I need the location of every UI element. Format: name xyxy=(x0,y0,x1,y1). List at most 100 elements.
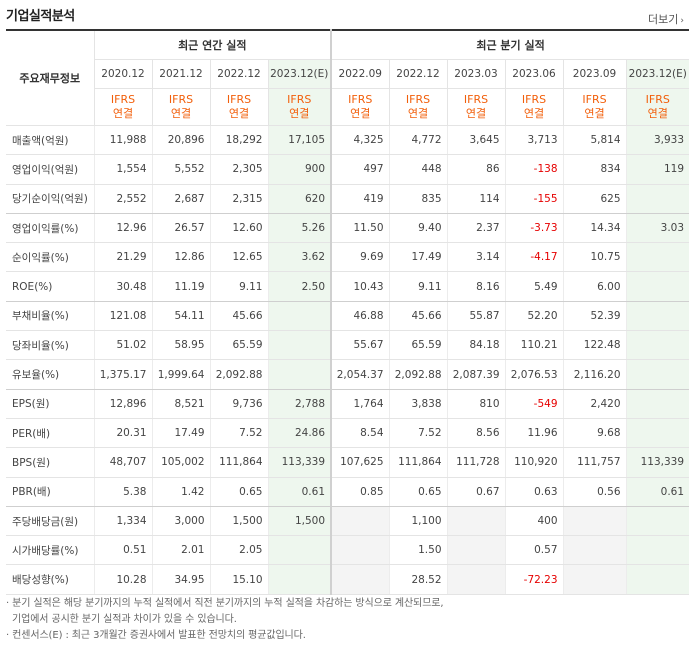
basis-bottom-label: 연결 xyxy=(228,107,250,120)
value-cell: 5.49 xyxy=(504,271,564,302)
value-cell xyxy=(330,506,390,537)
value-cell: 0.51 xyxy=(93,535,152,566)
value-cell: 114 xyxy=(446,184,506,214)
footnotes: · 분기 실적은 해당 분기까지의 누적 실적에서 직전 분기까지의 누적 실적… xyxy=(6,596,444,644)
period-row: 2020.12 2021.12 2022.12 2023.12(E) 2022.09 20… xyxy=(6,59,690,89)
value-cell: 2,788 xyxy=(267,389,332,419)
value-cell: 2,092.88 xyxy=(388,359,448,390)
period-header: 2023.06 xyxy=(504,59,564,89)
basis-header: IFRS 연결 xyxy=(388,88,448,126)
period-header: 2022.09 xyxy=(330,59,390,89)
value-cell: 14.34 xyxy=(562,213,627,244)
row-label: 유보율(%) xyxy=(6,359,94,390)
table-row: 주당배당금(원) 1,334 3,000 1,500 1,500 1,100 400 xyxy=(6,506,690,537)
value-cell: 5.26 xyxy=(267,213,332,244)
value-cell: 1,375.17 xyxy=(93,359,152,390)
basis-top-label: IFRS xyxy=(521,93,547,106)
value-cell: 8.56 xyxy=(446,418,506,449)
value-cell: 1,500 xyxy=(209,506,268,537)
value-cell: 52.39 xyxy=(562,301,627,332)
value-cell xyxy=(330,564,390,595)
value-cell: 4,325 xyxy=(330,125,390,156)
value-cell: 28.52 xyxy=(388,564,448,595)
table-row: 당좌비율(%) 51.02 58.95 65.59 55.67 65.59 84.18 110… xyxy=(6,330,690,361)
basis-top-label: IFRS xyxy=(645,93,670,106)
section-title: 기업실적분석 xyxy=(6,9,75,24)
more-link[interactable]: 더보기 › xyxy=(648,11,684,27)
value-cell: 0.65 xyxy=(209,477,268,507)
value-cell: 30.48 xyxy=(93,271,152,302)
more-label: 더보기 xyxy=(648,13,679,26)
value-cell xyxy=(625,564,690,595)
table-body: 매출액(억원) 11,988 20,896 18,292 17,105 4,325 4,77… xyxy=(6,125,690,595)
value-cell: 2.05 xyxy=(209,535,268,566)
value-cell: 113,339 xyxy=(267,447,332,478)
value-cell: 84.18 xyxy=(446,330,506,361)
table-row: 부채비율(%) 121.08 54.11 45.66 46.88 45.66 55.87 52… xyxy=(6,301,690,332)
value-cell: 0.61 xyxy=(625,477,690,507)
value-cell xyxy=(267,535,332,566)
value-cell: 20,896 xyxy=(151,125,210,156)
table-row: EPS(원) 12,896 8,521 9,736 2,788 1,764 3,838 810… xyxy=(6,389,690,419)
value-cell: 2.01 xyxy=(151,535,210,566)
value-cell: 419 xyxy=(330,184,390,214)
value-cell: 0.85 xyxy=(330,477,390,507)
period-header: 2020.12 xyxy=(93,59,152,89)
basis-bottom-label: 연결 xyxy=(647,107,668,120)
value-cell: 110,920 xyxy=(504,447,564,478)
value-cell xyxy=(625,242,690,273)
value-cell: 2,552 xyxy=(93,184,152,214)
value-cell: 1,554 xyxy=(93,154,152,185)
value-cell: 2,305 xyxy=(209,154,268,185)
value-cell: 10.28 xyxy=(93,564,152,595)
value-cell: 111,864 xyxy=(209,447,268,478)
value-cell: 400 xyxy=(504,506,564,537)
value-cell xyxy=(625,330,690,361)
value-cell: 620 xyxy=(267,184,332,214)
value-cell: -549 xyxy=(504,389,564,419)
table-row: PBR(배) 5.38 1.42 0.65 0.61 0.85 0.65 0.67 0.63 0.… xyxy=(6,477,690,507)
basis-bottom-label: 연결 xyxy=(289,107,310,120)
period-header: 2023.12(E) xyxy=(625,59,690,89)
basis-top-label: IFRS xyxy=(287,93,312,106)
value-cell: 2.37 xyxy=(446,213,506,244)
period-header: 2023.12(E) xyxy=(267,59,332,89)
value-cell: 6.00 xyxy=(562,271,627,302)
value-cell: 3,713 xyxy=(504,125,564,156)
basis-header: IFRS 연결 xyxy=(625,88,690,126)
row-label: ROE(%) xyxy=(6,271,94,302)
row-label: EPS(원) xyxy=(6,389,94,419)
value-cell xyxy=(625,535,690,566)
value-cell xyxy=(267,301,332,332)
value-cell: 121.08 xyxy=(93,301,152,332)
table-row: 당기순이익(억원) 2,552 2,687 2,315 620 419 835 114 -155… xyxy=(6,184,690,214)
value-cell: 26.57 xyxy=(151,213,210,244)
row-label: 매출액(억원) xyxy=(6,125,94,156)
value-cell: 1,100 xyxy=(388,506,448,537)
value-cell: 2,315 xyxy=(209,184,268,214)
value-cell: 65.59 xyxy=(209,330,268,361)
value-cell: 625 xyxy=(562,184,627,214)
value-cell: -72.23 xyxy=(504,564,564,595)
row-label: 당좌비율(%) xyxy=(6,330,94,361)
row-label: 영업이익(억원) xyxy=(6,154,94,185)
value-cell xyxy=(330,535,390,566)
table-row: 매출액(억원) 11,988 20,896 18,292 17,105 4,325 4,77… xyxy=(6,125,690,156)
row-label: PBR(배) xyxy=(6,477,94,507)
value-cell: 3,645 xyxy=(446,125,506,156)
value-cell xyxy=(625,359,690,390)
value-cell: 9.11 xyxy=(209,271,268,302)
value-cell: 54.11 xyxy=(151,301,210,332)
table-row: 유보율(%) 1,375.17 1,999.64 2,092.88 2,054.37 2,… xyxy=(6,359,690,390)
value-cell xyxy=(446,506,506,537)
table-row: 시가배당률(%) 0.51 2.01 2.05 1.50 0.57 xyxy=(6,535,690,566)
period-header: 2022.12 xyxy=(388,59,448,89)
value-cell: 2,054.37 xyxy=(330,359,390,390)
basis-header: IFRS 연결 xyxy=(209,88,268,126)
basis-header: IFRS 연결 xyxy=(93,88,152,126)
financial-table: 주요재무정보 최근 연간 실적 최근 분기 실적 2020.12 2021.12 2… xyxy=(6,29,690,595)
row-label: 배당성향(%) xyxy=(6,564,94,595)
value-cell: 5.38 xyxy=(93,477,152,507)
value-cell: 2,092.88 xyxy=(209,359,268,390)
value-cell: 15.10 xyxy=(209,564,268,595)
